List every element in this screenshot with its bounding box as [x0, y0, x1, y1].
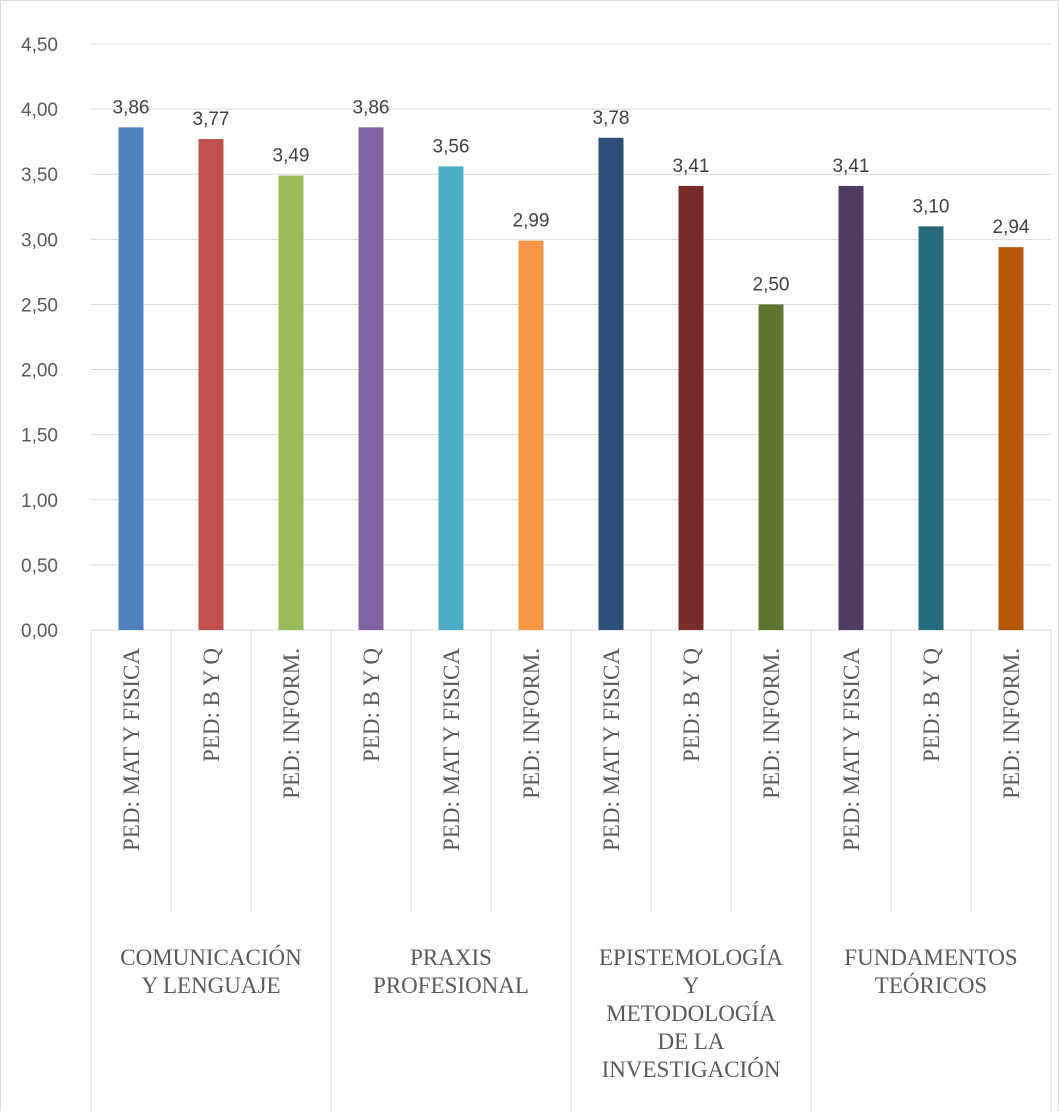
- data-label: 3,41: [673, 156, 710, 177]
- y-tick-label: 3,50: [21, 165, 58, 186]
- y-tick-label: 2,50: [21, 295, 58, 316]
- y-tick-label: 0,50: [21, 556, 58, 577]
- data-label: 3,10: [913, 196, 950, 217]
- group-label: DE LA: [657, 1029, 724, 1054]
- x-category-label: PED: B Y Q: [679, 648, 704, 762]
- x-category-label: PED: B Y Q: [919, 648, 944, 762]
- x-axis-category-labels: PED: MAT Y FISICA PED: B Y Q PED: INFORM. P…: [119, 648, 1024, 851]
- group-label: Y LENGUAJE: [141, 973, 280, 998]
- group-label: PROFESIONAL: [373, 973, 529, 998]
- bar: [438, 166, 464, 631]
- group-separators: [90, 630, 1052, 1112]
- x-category-label: PED: MAT Y FISICA: [839, 648, 864, 851]
- gridlines: [91, 43, 1051, 631]
- bar: [518, 240, 544, 630]
- x-category-label: PED: B Y Q: [199, 648, 224, 762]
- y-tick-label: 3,00: [21, 230, 58, 251]
- group-label: FUNDAMENTOS: [844, 945, 1017, 970]
- x-category-label: PED: MAT Y FISICA: [599, 648, 624, 851]
- x-category-label: PED: INFORM.: [519, 648, 544, 799]
- bar: [758, 304, 784, 630]
- y-tick-label: 2,00: [21, 361, 58, 382]
- x-category-label: PED: INFORM.: [279, 648, 304, 799]
- data-label: 3,49: [273, 146, 310, 167]
- y-tick-label: 1,50: [21, 426, 58, 447]
- data-label: 2,94: [993, 217, 1030, 238]
- data-label: 3,77: [193, 109, 230, 130]
- bar: [198, 139, 224, 630]
- bar: [358, 127, 384, 630]
- y-tick-label: 4,50: [21, 35, 58, 56]
- bar: [598, 137, 624, 630]
- group-label: COMUNICACIÓN: [120, 944, 302, 970]
- group-label: EPISTEMOLOGÍA: [599, 945, 783, 970]
- x-category-label: PED: B Y Q: [359, 648, 384, 762]
- x-category-label: PED: MAT Y FISICA: [119, 648, 144, 851]
- bar: [998, 247, 1024, 630]
- y-tick-label: 4,00: [21, 100, 58, 121]
- bar: [678, 185, 704, 631]
- y-tick-label: 0,00: [21, 621, 58, 642]
- data-label: 3,78: [593, 108, 630, 129]
- data-label: 2,50: [753, 274, 790, 295]
- data-label: 3,86: [113, 97, 150, 118]
- y-tick-label: 1,00: [21, 491, 58, 512]
- data-label: 3,56: [433, 136, 470, 157]
- data-labels: 3,86 3,77 3,49 3,86 3,56 2,99 3,78 3,41 2,50 3,41…: [113, 97, 1030, 295]
- group-label: PRAXIS: [410, 945, 492, 970]
- data-label: 3,86: [353, 97, 390, 118]
- group-label: INVESTIGACIÓN: [602, 1056, 781, 1082]
- group-label: Y: [683, 973, 700, 998]
- y-axis-ticks: 0,00 0,50 1,00 1,50 2,00 2,50 3,00 3,50 4,00 4,50: [21, 35, 58, 642]
- x-category-label: PED: MAT Y FISICA: [439, 648, 464, 851]
- group-label: METODOLOGÍA: [606, 1001, 776, 1026]
- group-label: TEÓRICOS: [875, 972, 987, 998]
- bar: [118, 127, 144, 630]
- x-category-label: PED: INFORM.: [759, 648, 784, 799]
- bars: [118, 127, 1024, 631]
- x-category-label: PED: INFORM.: [999, 648, 1024, 799]
- data-label: 3,41: [833, 156, 870, 177]
- bar: [838, 185, 864, 631]
- data-label: 2,99: [513, 211, 550, 232]
- x-axis-group-labels: COMUNICACIÓN Y LENGUAJE PRAXIS PROFESIONAL E…: [120, 944, 1017, 1082]
- bar: [278, 175, 304, 630]
- bar: [918, 226, 944, 631]
